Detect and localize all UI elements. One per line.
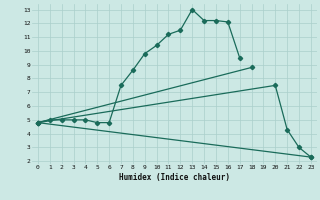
X-axis label: Humidex (Indice chaleur): Humidex (Indice chaleur) <box>119 173 230 182</box>
